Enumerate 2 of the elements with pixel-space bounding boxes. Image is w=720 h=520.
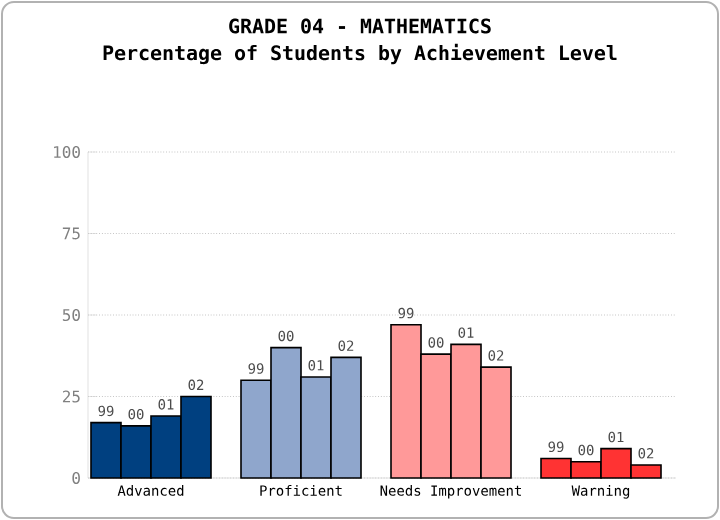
chart-title: GRADE 04 - MATHEMATICS — [229, 18, 491, 34]
chart-subtitle: Percentage of Students by Achievement Level — [103, 43, 617, 65]
